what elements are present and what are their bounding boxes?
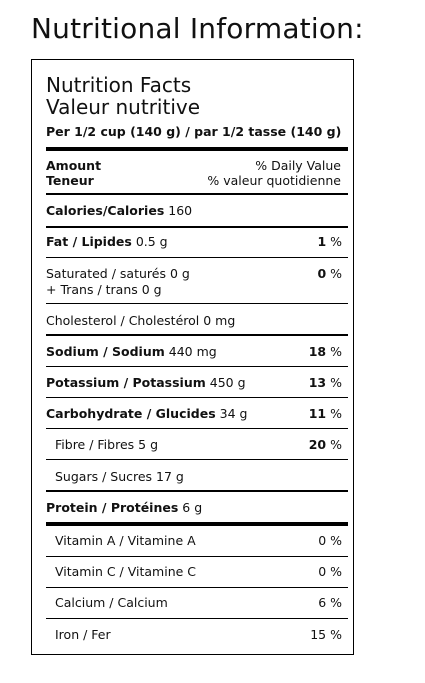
divider bbox=[46, 226, 348, 228]
percent-sign: % bbox=[326, 266, 342, 281]
fibre-row: Fibre / Fibres 5 g 20 % bbox=[46, 437, 348, 452]
saturated-fat-row: Saturated / saturés 0 g + Trans / trans … bbox=[46, 266, 348, 298]
sodium-row: Sodium / Sodium 440 mg 18 % bbox=[46, 344, 348, 359]
fat-dv: 1 bbox=[317, 234, 327, 249]
vitamin-a-dv: 0 % bbox=[318, 533, 342, 548]
potassium-amount: 450 g bbox=[209, 375, 246, 390]
title-english: Nutrition Facts bbox=[46, 73, 192, 97]
carbohydrate-amount: 34 g bbox=[219, 406, 248, 421]
calcium-row: Calcium / Calcium 6 % bbox=[46, 595, 348, 610]
fibre-dv: 20 bbox=[308, 437, 327, 452]
vitamin-c-row: Vitamin C / Vitamine C 0 % bbox=[46, 564, 348, 579]
amount-french: Teneur bbox=[46, 173, 94, 188]
page-title: Nutritional Information: bbox=[31, 12, 364, 45]
percent-sign: % bbox=[326, 437, 342, 452]
nutrition-facts-title: Nutrition Facts Valeur nutritive bbox=[46, 74, 200, 118]
sodium-label: Sodium / Sodium bbox=[46, 344, 165, 359]
saturated-dv: 0 bbox=[317, 266, 327, 281]
saturated-amount: 0 g bbox=[169, 266, 190, 281]
amount-english: Amount bbox=[46, 158, 102, 173]
fat-row: Fat / Lipides 0.5 g 1 % bbox=[46, 234, 348, 249]
divider bbox=[46, 556, 348, 557]
fat-amount: 0.5 g bbox=[135, 234, 168, 249]
daily-value-header: % Daily Value % valeur quotidienne bbox=[207, 158, 341, 188]
thick-divider bbox=[46, 522, 348, 526]
potassium-row: Potassium / Potassium 450 g 13 % bbox=[46, 375, 348, 390]
daily-value-french: % valeur quotidienne bbox=[207, 173, 341, 188]
protein-label: Protein / Protéines bbox=[46, 500, 179, 515]
iron-row: Iron / Fer 15 % bbox=[46, 627, 348, 642]
sodium-amount: 440 mg bbox=[168, 344, 217, 359]
sugars-label: Sugars / Sucres bbox=[55, 469, 153, 484]
iron-label: Iron / Fer bbox=[55, 627, 111, 642]
divider bbox=[46, 618, 348, 619]
sugars-amount: 17 g bbox=[156, 469, 184, 484]
protein-row: Protein / Protéines 6 g bbox=[46, 500, 348, 515]
title-french: Valeur nutritive bbox=[46, 95, 201, 119]
protein-amount: 6 g bbox=[182, 500, 203, 515]
vitamin-c-dv: 0 % bbox=[318, 564, 342, 579]
calcium-dv: 6 % bbox=[318, 595, 342, 610]
cholesterol-row: Cholesterol / Cholestérol 0 mg bbox=[46, 313, 348, 328]
carbohydrate-row: Carbohydrate / Glucides 34 g 11 % bbox=[46, 406, 348, 421]
percent-sign: % bbox=[326, 234, 342, 249]
calories-value: 160 bbox=[168, 203, 193, 218]
sugars-row: Sugars / Sucres 17 g bbox=[46, 469, 348, 484]
divider bbox=[46, 459, 348, 460]
amount-header: Amount Teneur bbox=[46, 158, 101, 188]
vitamin-c-label: Vitamin C / Vitamine C bbox=[55, 564, 197, 579]
percent-sign: % bbox=[326, 375, 342, 390]
carbohydrate-dv: 11 bbox=[308, 406, 327, 421]
divider bbox=[46, 303, 348, 304]
thick-divider bbox=[46, 147, 348, 151]
vitamin-a-label: Vitamin A / Vitamine A bbox=[55, 533, 196, 548]
nutrition-facts-panel: Nutrition Facts Valeur nutritive Per 1/2… bbox=[31, 59, 354, 655]
trans-fat: + Trans / trans 0 g bbox=[46, 282, 162, 297]
calories-label: Calories/Calories bbox=[46, 203, 165, 218]
fibre-amount: 5 g bbox=[138, 437, 159, 452]
sodium-dv: 18 bbox=[308, 344, 327, 359]
cholesterol-label: Cholesterol / Cholestérol bbox=[46, 313, 200, 328]
divider bbox=[46, 366, 348, 367]
divider bbox=[46, 193, 348, 195]
iron-dv: 15 % bbox=[310, 627, 342, 642]
fibre-label: Fibre / Fibres bbox=[55, 437, 135, 452]
carbohydrate-label: Carbohydrate / Glucides bbox=[46, 406, 216, 421]
divider bbox=[46, 587, 348, 588]
cholesterol-amount: 0 mg bbox=[203, 313, 236, 328]
divider bbox=[46, 397, 348, 398]
divider bbox=[46, 428, 348, 429]
potassium-dv: 13 bbox=[308, 375, 327, 390]
serving-size: Per 1/2 cup (140 g) / par 1/2 tasse (140… bbox=[46, 124, 342, 139]
vitamin-a-row: Vitamin A / Vitamine A 0 % bbox=[46, 533, 348, 548]
potassium-label: Potassium / Potassium bbox=[46, 375, 206, 390]
divider bbox=[46, 334, 348, 336]
fat-label: Fat / Lipides bbox=[46, 234, 132, 249]
calories-row: Calories/Calories 160 bbox=[46, 203, 348, 218]
saturated-label: Saturated / saturés bbox=[46, 266, 166, 281]
percent-sign: % bbox=[326, 344, 342, 359]
calcium-label: Calcium / Calcium bbox=[55, 595, 168, 610]
divider bbox=[46, 257, 348, 258]
percent-sign: % bbox=[326, 406, 342, 421]
daily-value-english: % Daily Value bbox=[255, 158, 341, 173]
divider bbox=[46, 490, 348, 492]
